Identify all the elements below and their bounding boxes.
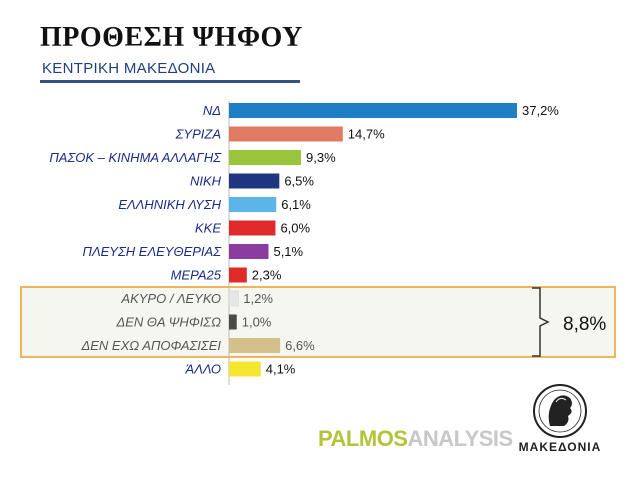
bar — [229, 126, 343, 142]
bar — [228, 290, 239, 307]
category-label: ΣΥΡΙΖΑ — [175, 127, 221, 142]
value-label: 6,0% — [280, 221, 310, 236]
value-label: 6,6% — [285, 338, 315, 353]
bar — [229, 314, 237, 330]
category-label: ΕΛΛΗΝΙΚΗ ΛΥΣΗ — [118, 197, 221, 212]
category-label: ΆΛΛΟ — [185, 362, 221, 377]
alexander-seal-icon — [533, 384, 587, 438]
value-label: 1,2% — [243, 291, 273, 306]
category-label: ΜΕΡΑ25 — [171, 268, 222, 283]
value-label: 1,0% — [242, 315, 272, 330]
bar — [229, 220, 276, 236]
value-label: 5,1% — [273, 244, 303, 259]
category-label: ΑΚΥΡΟ / ΛΕΥΚΟ — [120, 291, 221, 306]
bar — [229, 103, 517, 118]
bar — [229, 150, 301, 165]
title-underline — [40, 80, 300, 83]
group-brace-icon — [532, 287, 550, 357]
value-label: 6,1% — [281, 197, 311, 212]
bar — [229, 244, 269, 259]
value-label: 6,5% — [284, 174, 314, 189]
category-label: ΠΛΕΥΣΗ ΕΛΕΥΘΕΡΙΑΣ — [83, 244, 223, 259]
category-label: ΚΚΕ — [195, 221, 221, 236]
palmos-analysis-logo: PALMOSANALYSIS — [318, 426, 513, 452]
logo-part-analysis: ANALYSIS — [407, 426, 513, 451]
bar — [229, 267, 247, 283]
bar — [229, 361, 261, 377]
category-label: ΔΕΝ ΘΑ ΨΗΦΙΣΩ — [115, 315, 221, 330]
value-label: 37,2% — [522, 103, 559, 118]
category-label: ΝΙΚΗ — [190, 174, 222, 189]
category-label: ΔΕΝ ΕΧΩ ΑΠΟΦΑΣΙΣΕΙ — [81, 338, 222, 353]
makedonia-brand: ΜΑΚΕΔΟΝΙΑ — [518, 440, 602, 454]
value-label: 4,1% — [266, 362, 296, 377]
bar — [229, 197, 277, 212]
group-total-label: 8,8% — [563, 314, 607, 335]
value-label: 2,3% — [252, 268, 282, 283]
category-label: ΝΔ — [203, 103, 221, 118]
page-subtitle: ΚΕΝΤΡΙΚΗ ΜΑΚΕΔΟΝΙΑ — [42, 60, 216, 77]
page-title: ΠΡΟΘΕΣΗ ΨΗΦΟΥ — [40, 22, 303, 53]
value-label: 9,3% — [306, 150, 336, 165]
category-label: ΠΑΣΟΚ – ΚΙΝΗΜΑ ΑΛΛΑΓΗΣ — [49, 150, 222, 165]
logo-part-palmos: PALMOS — [318, 426, 408, 451]
bar — [229, 173, 280, 189]
bar — [229, 338, 281, 353]
undecided-group-box — [20, 286, 616, 358]
value-label: 14,7% — [348, 127, 385, 142]
